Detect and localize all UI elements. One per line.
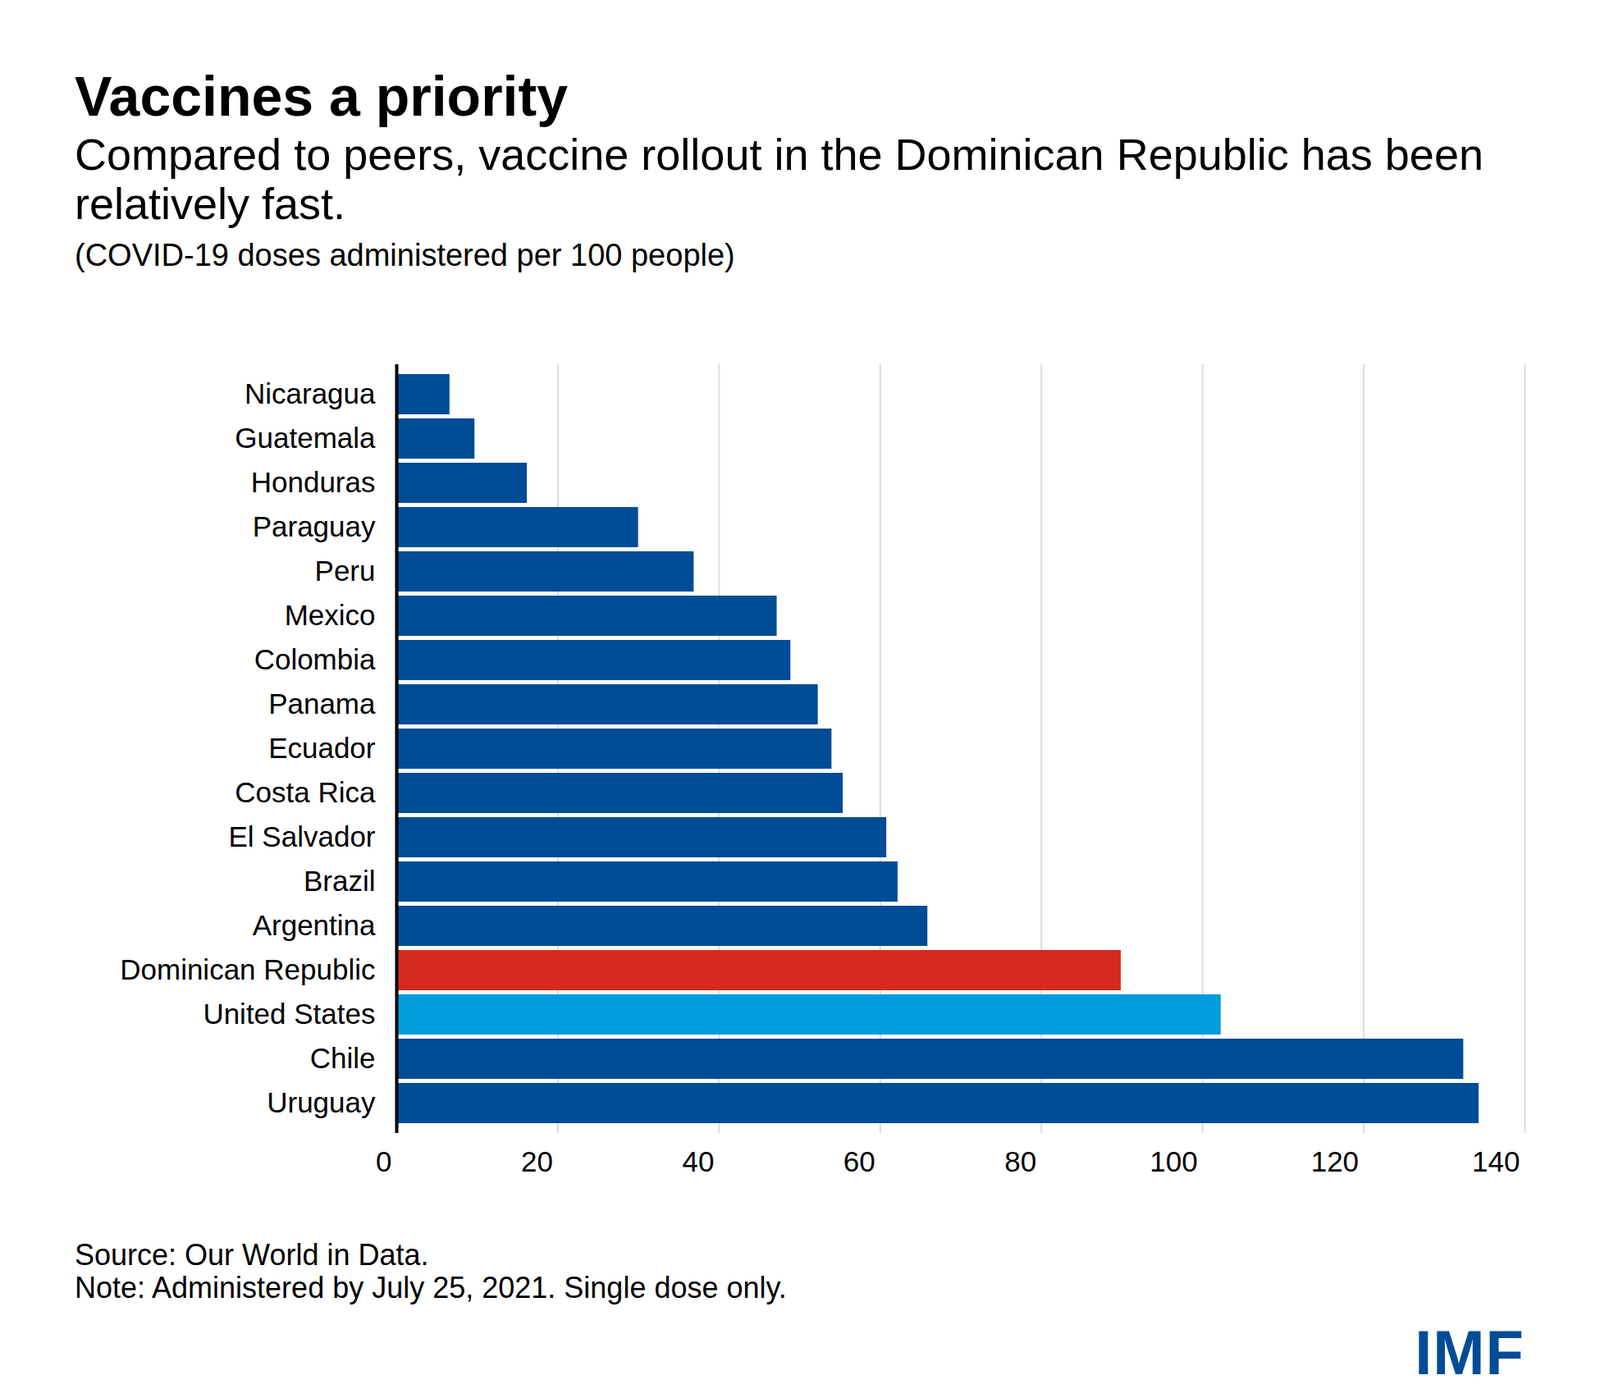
svg-text:Costa Rica: Costa Rica <box>234 776 376 809</box>
svg-text:0: 0 <box>375 1145 392 1178</box>
html-text:Note: Administered by July 25,: Note: Administered by July 25, 2021. Sin… <box>74 1270 787 1305</box>
svg-text:Chile: Chile <box>310 1042 376 1075</box>
svg-text:120: 120 <box>1311 1145 1359 1178</box>
html-text:(COVID-19 doses administered p: (COVID-19 doses administered per 100 peo… <box>74 237 736 273</box>
svg-text:Colombia: Colombia <box>254 643 376 676</box>
svg-text:Brazil: Brazil <box>303 864 376 897</box>
svg-text:Peru: Peru <box>315 554 376 587</box>
html-text:Compared to peers, vaccine rol: Compared to peers, vaccine rollout in th… <box>74 129 1484 229</box>
svg-text:Guatemala: Guatemala <box>234 421 376 454</box>
html-text:IMF: IMF <box>1414 1317 1525 1388</box>
svg-text:United States: United States <box>202 997 375 1030</box>
svg-text:El Salvador: El Salvador <box>228 820 376 853</box>
svg-text:Dominican Republic: Dominican Republic <box>119 953 375 986</box>
svg-text:Uruguay: Uruguay <box>266 1086 376 1119</box>
svg-text:80: 80 <box>1004 1145 1037 1178</box>
svg-text:Panama: Panama <box>268 687 376 720</box>
svg-text:140: 140 <box>1472 1145 1520 1178</box>
svg-text:Nicaragua: Nicaragua <box>244 377 376 410</box>
svg-text:100: 100 <box>1149 1145 1198 1178</box>
svg-text:Mexico: Mexico <box>284 598 376 631</box>
svg-text:40: 40 <box>681 1145 714 1178</box>
svg-text:60: 60 <box>843 1145 876 1178</box>
html-text:Vaccines a priority: Vaccines a priority <box>74 64 568 128</box>
svg-text:Paraguay: Paraguay <box>252 510 376 543</box>
svg-text:20: 20 <box>521 1145 554 1178</box>
svg-text:Argentina: Argentina <box>252 909 376 942</box>
svg-text:Honduras: Honduras <box>251 466 376 499</box>
svg-text:Ecuador: Ecuador <box>268 731 376 764</box>
html-text:Source: Our World in Data.: Source: Our World in Data. <box>74 1238 429 1272</box>
